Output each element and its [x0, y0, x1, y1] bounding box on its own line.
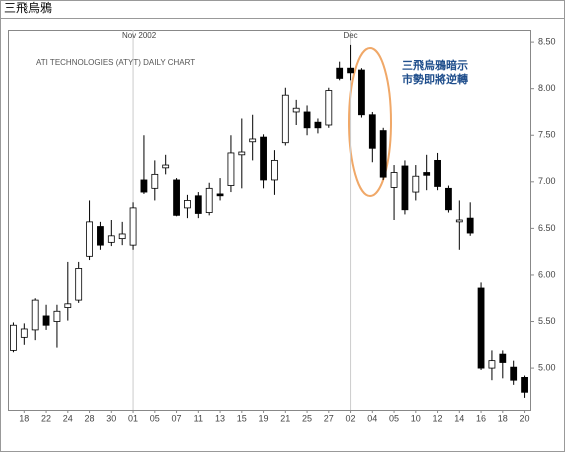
candle-body	[477, 287, 485, 369]
candle-body	[510, 366, 518, 381]
x-tick-label: 10	[411, 413, 421, 423]
candle-body	[75, 268, 83, 301]
plot-frame	[8, 30, 531, 411]
x-tick-label: 22	[41, 413, 51, 423]
candle-body	[379, 130, 387, 178]
candle-body	[434, 159, 441, 187]
annotation: 三飛烏鴉暗示	[402, 58, 468, 72]
candle-body	[347, 67, 354, 74]
x-tick-label: 16	[476, 413, 486, 423]
candle-body	[238, 151, 246, 156]
x-tick-label: 24	[63, 413, 73, 423]
candle-body	[151, 173, 159, 189]
candle-body	[20, 328, 28, 338]
candle-body	[227, 152, 235, 186]
candle-body	[173, 179, 180, 216]
month-label: Dec	[343, 31, 357, 40]
candle-body	[499, 353, 507, 363]
candle-body	[97, 226, 104, 246]
candle-body	[194, 195, 202, 214]
candle-body	[303, 111, 311, 129]
candle-body	[281, 94, 289, 144]
x-tick-label: 05	[150, 413, 160, 423]
x-tick-label: 11	[194, 413, 203, 423]
y-tick-label: 6.00	[538, 269, 556, 279]
x-tick-label: 18	[19, 413, 29, 423]
candle-body	[31, 299, 39, 331]
candle-body	[249, 138, 257, 143]
candle-body	[107, 235, 115, 243]
candle-body	[205, 187, 213, 213]
x-tick-label: 01	[128, 413, 138, 423]
x-tick-label: 07	[172, 413, 182, 423]
candle-body	[314, 121, 322, 129]
x-tick-label: 04	[367, 413, 377, 423]
x-tick-label: 19	[259, 413, 269, 423]
candle-body	[325, 90, 333, 126]
annotation: 市勢即將逆轉	[402, 72, 468, 86]
candle-body	[368, 114, 376, 149]
candle-body	[445, 187, 452, 211]
x-tick-label: 12	[433, 413, 443, 423]
y-tick-label: 6.50	[538, 223, 556, 233]
candle-body	[129, 207, 137, 246]
candle-body	[271, 159, 278, 181]
x-tick-label: 27	[324, 413, 334, 423]
x-tick-label: 25	[302, 413, 312, 423]
y-tick-label: 8.50	[538, 36, 556, 46]
y-tick-label: 5.50	[538, 316, 556, 326]
candle-body	[86, 221, 93, 257]
y-tick-label: 8.00	[538, 83, 556, 93]
candle-body	[42, 315, 50, 326]
candle-body	[216, 193, 224, 197]
y-tick-label: 7.50	[538, 130, 556, 140]
candle-body	[401, 165, 409, 211]
candle-body	[118, 233, 126, 240]
candle-body	[64, 303, 72, 308]
x-tick-label: 14	[454, 413, 464, 423]
x-tick-label: 05	[389, 413, 399, 423]
chart-title: 三飛烏鴉	[4, 1, 52, 15]
x-tick-label: 18	[498, 413, 508, 423]
candle-body	[184, 200, 191, 209]
month-label: Nov 2002	[122, 31, 157, 40]
highlight-ellipse	[348, 47, 392, 197]
candle-body	[162, 164, 170, 169]
candle-body	[412, 175, 420, 193]
candle-body	[488, 360, 496, 369]
candle-body	[521, 377, 528, 393]
x-tick-label: 20	[520, 413, 530, 423]
x-tick-label: 02	[346, 413, 356, 423]
x-tick-label: 13	[215, 413, 225, 423]
x-tick-label: 21	[280, 413, 290, 423]
x-tick-label: 28	[85, 413, 95, 423]
candle-body	[10, 324, 17, 351]
candle-body	[260, 136, 267, 181]
candle-body	[423, 172, 431, 176]
candle-body	[292, 107, 300, 113]
x-tick-label: 15	[237, 413, 247, 423]
y-tick-label: 7.00	[538, 176, 556, 186]
candle-body	[455, 219, 463, 223]
candle-body	[466, 217, 474, 234]
y-tick-label: 5.00	[538, 362, 556, 372]
x-tick-label: 30	[106, 413, 116, 423]
candle-body	[336, 67, 344, 79]
chart-subtitle: ATI TECHNOLOGIES (ATYT) DAILY CHART	[36, 58, 195, 67]
candle-body	[140, 179, 148, 193]
candle-body	[358, 69, 365, 116]
candle-body	[53, 310, 61, 322]
candle-body	[390, 172, 398, 188]
